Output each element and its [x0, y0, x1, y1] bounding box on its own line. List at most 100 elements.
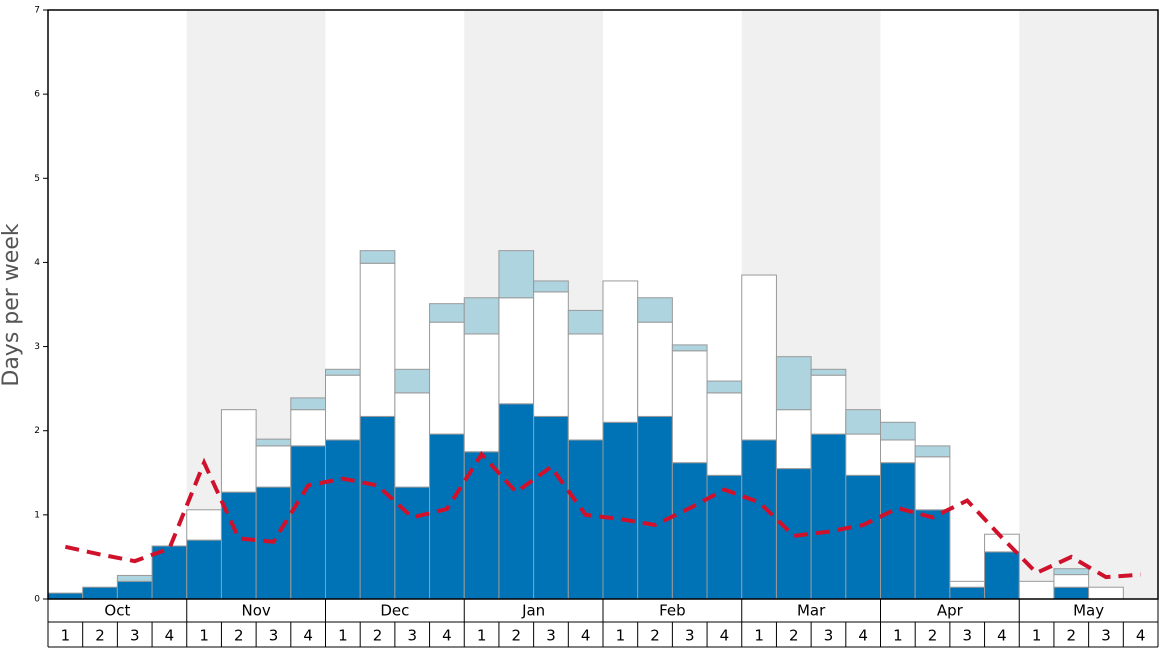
- bar-segment: [810, 433, 847, 600]
- week-label: 3: [407, 627, 417, 645]
- bar-segment: [602, 280, 639, 423]
- bar-segment: [359, 415, 396, 600]
- bar-segment: [845, 409, 881, 435]
- bar-segment: [671, 344, 708, 352]
- week-label: 1: [893, 627, 903, 645]
- bar-segment: [775, 356, 812, 411]
- y-tick-label: 7: [34, 6, 40, 16]
- y-axis-label: Days per week: [0, 223, 24, 386]
- bar-segment: [429, 303, 465, 323]
- week-label: 3: [962, 627, 972, 645]
- bar-segment: [1053, 574, 1090, 588]
- bar-segment: [706, 380, 743, 394]
- bar-segment: [82, 586, 118, 600]
- month-label: Dec: [380, 602, 409, 620]
- bar-segment: [671, 350, 708, 464]
- week-label: 3: [1101, 627, 1111, 645]
- bar-segment: [359, 250, 396, 264]
- week-label: 4: [442, 627, 452, 645]
- bar-segment: [1088, 586, 1124, 600]
- bar-segment: [637, 321, 673, 417]
- bar-segment: [914, 509, 951, 600]
- bar-segment: [1053, 586, 1090, 600]
- bar-segment: [359, 262, 396, 417]
- bar-segment: [880, 462, 916, 600]
- week-label: 2: [95, 627, 105, 645]
- week-label: 2: [650, 627, 660, 645]
- week-label: 1: [338, 627, 348, 645]
- bar-segment: [914, 456, 951, 511]
- bar-segment: [325, 368, 361, 376]
- y-tick-label: 6: [34, 90, 40, 100]
- week-label: 3: [824, 627, 834, 645]
- bar-segment: [567, 439, 604, 600]
- bar-segment: [1018, 580, 1055, 600]
- bar-segment: [255, 445, 292, 488]
- bar-segment: [186, 539, 222, 600]
- bar-segment: [637, 297, 673, 323]
- bar-segment: [602, 421, 639, 600]
- bar-segment: [741, 439, 777, 600]
- bar-segment: [880, 439, 916, 464]
- week-label: 1: [754, 627, 764, 645]
- bar-segment: [775, 409, 812, 470]
- y-tick-label: 1: [34, 510, 40, 520]
- week-label: 2: [234, 627, 244, 645]
- week-label: 2: [373, 627, 383, 645]
- month-label: May: [1073, 602, 1104, 620]
- week-label: 1: [199, 627, 209, 645]
- bar-segment: [949, 580, 986, 588]
- week-label: 4: [858, 627, 868, 645]
- week-label: 2: [789, 627, 799, 645]
- week-label: 4: [581, 627, 591, 645]
- bar-segment: [186, 509, 222, 541]
- week-label: 3: [269, 627, 279, 645]
- month-label: Mar: [797, 602, 826, 620]
- bar-segment: [949, 586, 986, 600]
- bar-segment: [116, 580, 153, 600]
- bar-segment: [498, 250, 535, 299]
- bar-segment: [429, 321, 465, 435]
- y-tick-label: 2: [34, 426, 40, 436]
- bar-segment: [810, 374, 847, 435]
- bar-segment: [567, 309, 604, 335]
- month-label: Apr: [937, 602, 964, 620]
- month-label: Oct: [104, 602, 130, 620]
- month-label: Jan: [521, 602, 545, 620]
- bar-segment: [220, 409, 257, 493]
- bar-segment: [47, 592, 84, 600]
- month-label: Nov: [241, 602, 270, 620]
- week-label: 2: [928, 627, 938, 645]
- bar-segment: [463, 333, 500, 453]
- week-label: 3: [546, 627, 556, 645]
- bar-segment: [325, 374, 361, 441]
- bar-segment: [290, 445, 326, 600]
- bar-segment: [498, 297, 535, 405]
- bar-segment: [498, 403, 535, 600]
- week-label: 4: [720, 627, 730, 645]
- week-label: 3: [685, 627, 695, 645]
- bar-segment: [533, 415, 569, 600]
- bar-segment: [706, 392, 743, 476]
- bar-segment: [810, 368, 847, 376]
- trend-line: [64, 450, 1141, 580]
- bar-segment: [394, 368, 431, 394]
- bar-segment: [325, 439, 361, 600]
- bar-segment: [880, 421, 916, 441]
- bar-segment: [567, 333, 604, 441]
- bar-segment: [463, 297, 500, 335]
- week-label: 3: [130, 627, 140, 645]
- month-shade: [1019, 10, 1158, 599]
- week-label: 1: [1032, 627, 1042, 645]
- month-label: Feb: [659, 602, 686, 620]
- bar-segment: [429, 433, 465, 600]
- bar-segment: [394, 392, 431, 488]
- bar-segment: [116, 574, 153, 582]
- bar-segment: [741, 274, 777, 441]
- week-label: 1: [61, 627, 71, 645]
- y-tick-label: 0: [34, 595, 40, 605]
- week-label: 2: [512, 627, 522, 645]
- bar-segment: [1053, 568, 1090, 576]
- week-label: 2: [1067, 627, 1077, 645]
